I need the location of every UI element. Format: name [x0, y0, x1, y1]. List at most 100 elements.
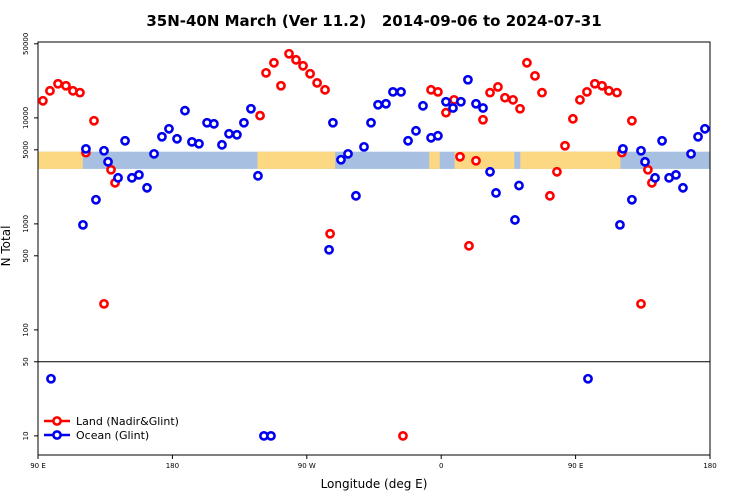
data-point	[568, 113, 578, 124]
data-point	[366, 117, 376, 128]
data-point	[381, 98, 391, 109]
plot-frame	[37, 41, 711, 456]
data-point	[91, 194, 101, 205]
data-point	[456, 96, 466, 107]
y-tick-label: 10000	[22, 107, 30, 129]
data-point	[640, 156, 650, 167]
data-point	[224, 128, 234, 139]
data-point	[45, 85, 55, 96]
data-point	[246, 103, 256, 114]
data-point	[693, 131, 703, 142]
y-tick-label: 5000	[22, 141, 30, 159]
data-point	[636, 298, 646, 309]
data-point	[253, 170, 263, 181]
land-segment	[38, 151, 83, 169]
data-point	[441, 107, 451, 118]
data-point	[78, 219, 88, 230]
x-tick-label: 90 E	[30, 462, 46, 470]
y-tick-label: 100	[22, 323, 30, 336]
data-point	[418, 100, 428, 111]
legend-marker	[52, 416, 62, 426]
data-point	[618, 143, 628, 154]
data-point	[284, 48, 294, 59]
data-point	[398, 430, 408, 441]
data-point	[113, 172, 123, 183]
data-point	[305, 68, 315, 79]
data-point	[552, 166, 562, 177]
data-point	[700, 123, 710, 134]
y-axis-label: N Total	[0, 226, 13, 267]
data-point	[217, 139, 227, 150]
data-point	[99, 298, 109, 309]
x-tick-label: 90 W	[298, 462, 316, 470]
x-tick-label: 180	[703, 462, 716, 470]
data-point	[180, 105, 190, 116]
data-point	[232, 129, 242, 140]
data-point	[448, 103, 458, 113]
data-point	[463, 74, 473, 85]
data-point	[106, 164, 116, 175]
data-point	[686, 148, 696, 159]
data-point	[388, 86, 398, 97]
data-point	[545, 190, 555, 201]
data-point	[582, 86, 592, 97]
data-point	[99, 145, 109, 156]
data-point	[61, 80, 71, 91]
data-point	[255, 110, 265, 121]
data-point	[328, 117, 338, 128]
data-point	[324, 244, 334, 255]
data-point	[276, 80, 286, 91]
data-point	[103, 156, 113, 167]
data-point	[261, 67, 271, 78]
data-point	[597, 80, 607, 91]
data-point	[560, 140, 570, 151]
data-point	[478, 103, 488, 113]
data-point	[351, 190, 361, 201]
data-point	[657, 135, 667, 146]
y-tick-label: 50	[22, 357, 30, 366]
data-point	[441, 96, 451, 107]
data-point	[491, 188, 501, 198]
data-point	[671, 169, 681, 180]
data-point	[320, 84, 330, 95]
data-point	[38, 95, 48, 106]
data-point	[508, 94, 518, 105]
x-tick-label: 90 E	[568, 462, 584, 470]
data-point	[411, 125, 421, 136]
data-point	[615, 219, 625, 230]
x-axis-label: Longitude (deg E)	[321, 477, 428, 491]
data-point	[575, 94, 585, 105]
data-point	[433, 130, 443, 141]
data-point	[485, 87, 495, 98]
data-point	[636, 145, 646, 156]
data-point	[75, 87, 85, 98]
y-tick-label: 500	[22, 249, 30, 262]
data-point	[359, 141, 369, 152]
legend-marker	[52, 430, 62, 440]
data-point	[478, 114, 488, 125]
x-tick-label: 180	[166, 462, 179, 470]
data-point	[515, 103, 525, 114]
data-point	[269, 57, 279, 68]
y-tick-label: 1000	[22, 215, 30, 233]
data-point	[291, 54, 301, 65]
data-point	[325, 228, 335, 239]
data-point	[209, 118, 219, 129]
data-point	[142, 182, 152, 193]
data-point	[89, 115, 99, 126]
data-point	[493, 82, 503, 92]
data-point	[298, 60, 308, 71]
data-point	[612, 87, 622, 98]
data-point	[53, 78, 63, 89]
land-segment	[454, 151, 515, 169]
y-tick-label: 10	[22, 431, 30, 440]
data-point	[403, 135, 413, 146]
data-point	[522, 57, 532, 68]
x-tick-label: 0	[439, 462, 443, 470]
data-point	[650, 172, 660, 183]
data-point	[81, 143, 91, 154]
data-point	[626, 115, 637, 126]
data-point	[471, 98, 481, 109]
data-point	[530, 70, 540, 81]
